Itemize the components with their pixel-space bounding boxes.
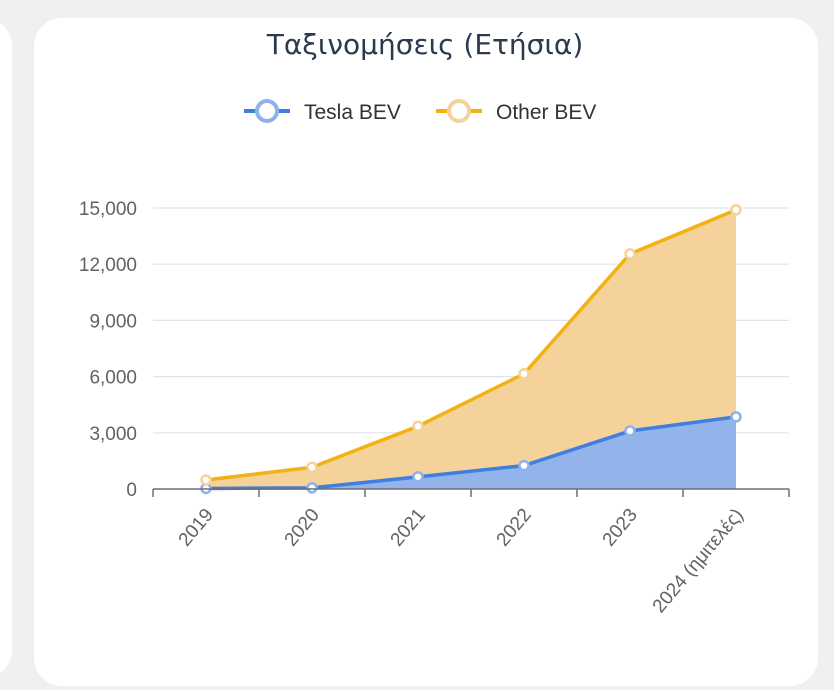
data-point[interactable] <box>518 368 530 380</box>
y-tick-label: 9,000 <box>89 311 137 332</box>
data-point[interactable] <box>624 248 636 260</box>
data-point[interactable] <box>412 420 424 432</box>
data-point[interactable] <box>200 474 212 486</box>
x-tick-label: 2019 <box>175 505 218 551</box>
y-tick-label: 3,000 <box>89 424 137 445</box>
y-tick-label: 15,000 <box>79 199 137 220</box>
adjacent-card <box>0 18 12 678</box>
series-points <box>200 204 742 495</box>
data-point[interactable] <box>306 461 318 474</box>
data-point[interactable] <box>306 482 318 494</box>
axes <box>152 488 790 497</box>
line-tesla <box>205 415 737 491</box>
area-other <box>206 209 736 489</box>
y-axis-tick-labels: 0 3,000 6,000 9,000 12,000 15,000 <box>79 199 137 501</box>
x-tick-label: 2022 <box>493 505 536 551</box>
data-point[interactable] <box>730 411 742 423</box>
legend-label-other: Other BEV <box>496 101 596 124</box>
series-lines <box>205 208 737 491</box>
data-point[interactable] <box>518 459 530 472</box>
legend-marker-tesla <box>255 99 279 123</box>
legend-marker-other <box>447 99 471 123</box>
y-tick-label: 0 <box>126 480 137 501</box>
x-tick-label: 2020 <box>281 505 324 551</box>
x-tick-label: 2023 <box>599 505 642 551</box>
data-point[interactable] <box>412 471 424 483</box>
line-other <box>205 208 737 482</box>
legend-item-tesla[interactable]: Tesla BEV <box>244 99 401 124</box>
y-tick-label: 6,000 <box>89 368 137 389</box>
chart-title: Ταξινομήσεις (Ετήσια) <box>266 28 584 61</box>
legend-item-other[interactable]: Other BEV <box>436 99 596 124</box>
x-tick-label: 2021 <box>387 505 430 551</box>
x-tick-label: 2024 (ημιτελές) <box>649 505 748 617</box>
x-axis-tick-labels: 2019 2020 2021 2022 2023 2024 (ημιτελές) <box>175 505 748 617</box>
data-point[interactable] <box>624 425 636 437</box>
data-point[interactable] <box>730 204 742 216</box>
legend: Tesla BEV Other BEV <box>244 99 596 124</box>
legend-label-tesla: Tesla BEV <box>304 101 401 124</box>
y-tick-label: 12,000 <box>79 255 137 276</box>
area-tesla <box>206 416 736 489</box>
series-areas <box>206 209 736 489</box>
